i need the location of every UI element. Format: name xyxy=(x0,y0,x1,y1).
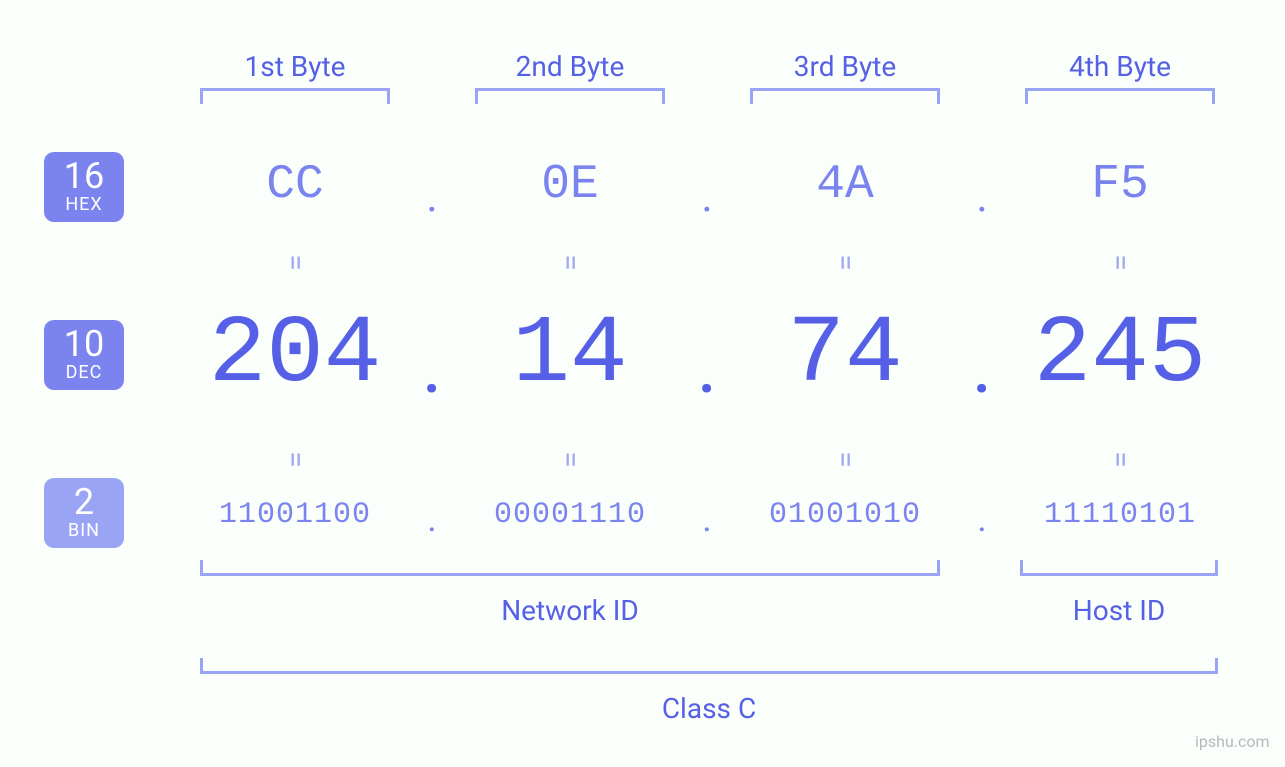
eq-lower-2: = xyxy=(553,445,588,475)
eq-lower-4: = xyxy=(1103,445,1138,475)
class-bracket xyxy=(200,658,1218,674)
host-id-bracket xyxy=(1020,560,1218,576)
byte-bracket-top-3 xyxy=(750,88,940,104)
byte-header-1: 1st Byte xyxy=(185,50,405,83)
host-id-label: Host ID xyxy=(1020,594,1218,627)
byte-header-3: 3rd Byte xyxy=(735,50,955,83)
dec-badge-base: 10 xyxy=(44,326,124,362)
hex-dot-1: . xyxy=(412,170,452,222)
dec-badge: 10 DEC xyxy=(44,320,124,390)
hex-badge-base: 16 xyxy=(44,158,124,194)
bin-dot-2: . xyxy=(687,498,727,540)
hex-byte-3: 4A xyxy=(735,158,955,212)
bin-byte-2: 00001110 xyxy=(460,498,680,532)
byte-header-4: 4th Byte xyxy=(1010,50,1230,83)
eq-upper-1: = xyxy=(278,248,313,278)
dec-dot-1: . xyxy=(407,318,457,412)
eq-upper-4: = xyxy=(1103,248,1138,278)
hex-byte-2: 0E xyxy=(460,158,680,212)
eq-lower-3: = xyxy=(828,445,863,475)
hex-byte-1: CC xyxy=(185,158,405,212)
hex-dot-2: . xyxy=(687,170,727,222)
bin-byte-4: 11110101 xyxy=(1010,498,1230,532)
bin-badge-base: 2 xyxy=(44,484,124,520)
bin-byte-1: 11001100 xyxy=(185,498,405,532)
dec-dot-2: . xyxy=(682,318,732,412)
bin-badge-label: BIN xyxy=(44,522,124,540)
bin-badge: 2 BIN xyxy=(44,478,124,548)
byte-bracket-top-4 xyxy=(1025,88,1215,104)
watermark: ipshu.com xyxy=(1195,732,1270,751)
hex-byte-4: F5 xyxy=(1010,158,1230,212)
dec-byte-4: 245 xyxy=(1010,300,1230,409)
bin-byte-3: 01001010 xyxy=(735,498,955,532)
bin-dot-3: . xyxy=(962,498,1002,540)
eq-upper-3: = xyxy=(828,248,863,278)
class-label: Class C xyxy=(200,692,1218,725)
dec-badge-label: DEC xyxy=(44,364,124,382)
byte-header-2: 2nd Byte xyxy=(460,50,680,83)
dec-byte-1: 204 xyxy=(185,300,405,409)
eq-upper-2: = xyxy=(553,248,588,278)
bin-dot-1: . xyxy=(412,498,452,540)
hex-badge-label: HEX xyxy=(44,196,124,214)
byte-bracket-top-1 xyxy=(200,88,390,104)
network-id-bracket xyxy=(200,560,940,576)
dec-byte-2: 14 xyxy=(460,300,680,409)
dec-dot-3: . xyxy=(957,318,1007,412)
hex-badge: 16 HEX xyxy=(44,152,124,222)
eq-lower-1: = xyxy=(278,445,313,475)
dec-byte-3: 74 xyxy=(735,300,955,409)
byte-bracket-top-2 xyxy=(475,88,665,104)
network-id-label: Network ID xyxy=(200,594,940,627)
hex-dot-3: . xyxy=(962,170,1002,222)
